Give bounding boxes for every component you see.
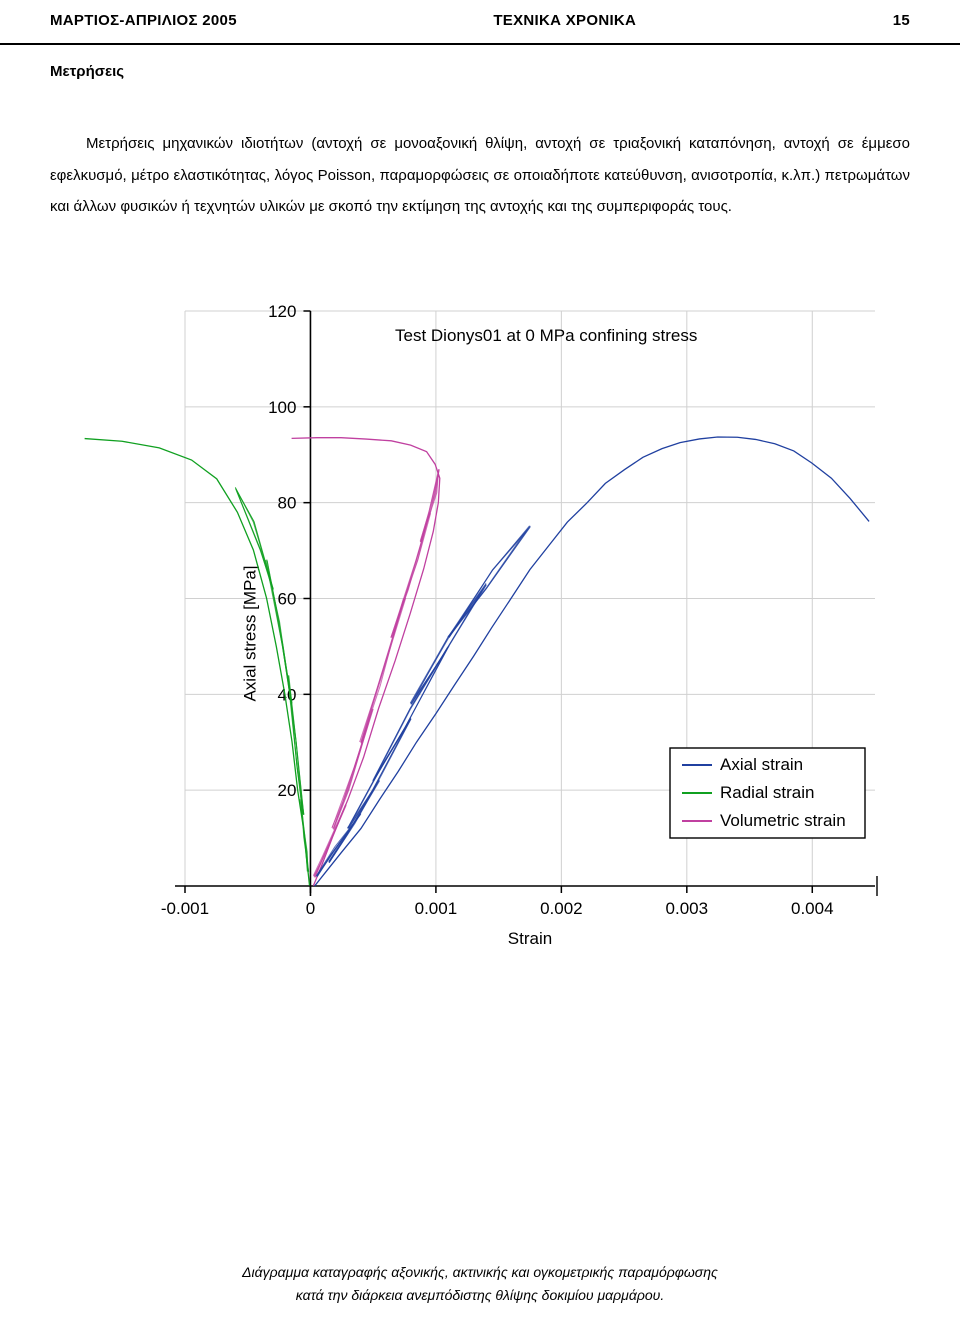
svg-text:120: 120: [268, 302, 296, 321]
svg-text:0.003: 0.003: [666, 899, 709, 918]
svg-text:0: 0: [306, 899, 315, 918]
svg-text:Test Dionys01 at 0 MPa confini: Test Dionys01 at 0 MPa confining stress: [395, 326, 697, 345]
section-title: Μετρήσεις: [50, 63, 910, 80]
content-area: Μετρήσεις Μετρήσεις μηχανικών ιδιοτήτων …: [0, 45, 960, 1003]
caption-line-1: Διάγραμμα καταγραφής αξονικής, ακτινικής…: [242, 1264, 718, 1280]
stress-strain-chart: 20 40 60 80 100 120 -0.001 0 0.001 0.002 0.003 0.00…: [70, 283, 890, 1003]
svg-text:Radial strain: Radial strain: [720, 783, 815, 802]
svg-text:Axial stress [MPa]: Axial stress [MPa]: [240, 565, 259, 701]
svg-text:80: 80: [278, 493, 297, 512]
svg-text:20: 20: [278, 781, 297, 800]
svg-text:40: 40: [278, 685, 297, 704]
svg-text:0.002: 0.002: [540, 899, 583, 918]
svg-text:100: 100: [268, 397, 296, 416]
chart-caption: Διάγραμμα καταγραφής αξονικής, ακτινικής…: [0, 1261, 960, 1306]
header-title: ΤΕΧΝΙΚΑ ΧΡΟΝΙΚΑ: [493, 12, 636, 29]
svg-text:Strain: Strain: [508, 929, 552, 948]
svg-text:Volumetric strain: Volumetric strain: [720, 811, 846, 830]
svg-text:Axial strain: Axial strain: [720, 755, 803, 774]
body-paragraph: Μετρήσεις μηχανικών ιδιοτήτων (αντοχή σε…: [50, 128, 910, 223]
svg-text:0.001: 0.001: [415, 899, 458, 918]
caption-line-2: κατά την διάρκεια ανεμπόδιστης θλίψης δο…: [296, 1287, 664, 1303]
header-date: ΜΑΡΤΙΟΣ-ΑΠΡΙΛΙΟΣ 2005: [50, 12, 237, 29]
page-header: ΜΑΡΤΙΟΣ-ΑΠΡΙΛΙΟΣ 2005 ΤΕΧΝΙΚΑ ΧΡΟΝΙΚΑ 15: [0, 0, 960, 45]
svg-text:60: 60: [278, 589, 297, 608]
svg-text:0.004: 0.004: [791, 899, 834, 918]
header-page-number: 15: [893, 12, 910, 29]
chart-container: 20 40 60 80 100 120 -0.001 0 0.001 0.002 0.003 0.00…: [70, 283, 890, 1003]
svg-text:-0.001: -0.001: [161, 899, 209, 918]
